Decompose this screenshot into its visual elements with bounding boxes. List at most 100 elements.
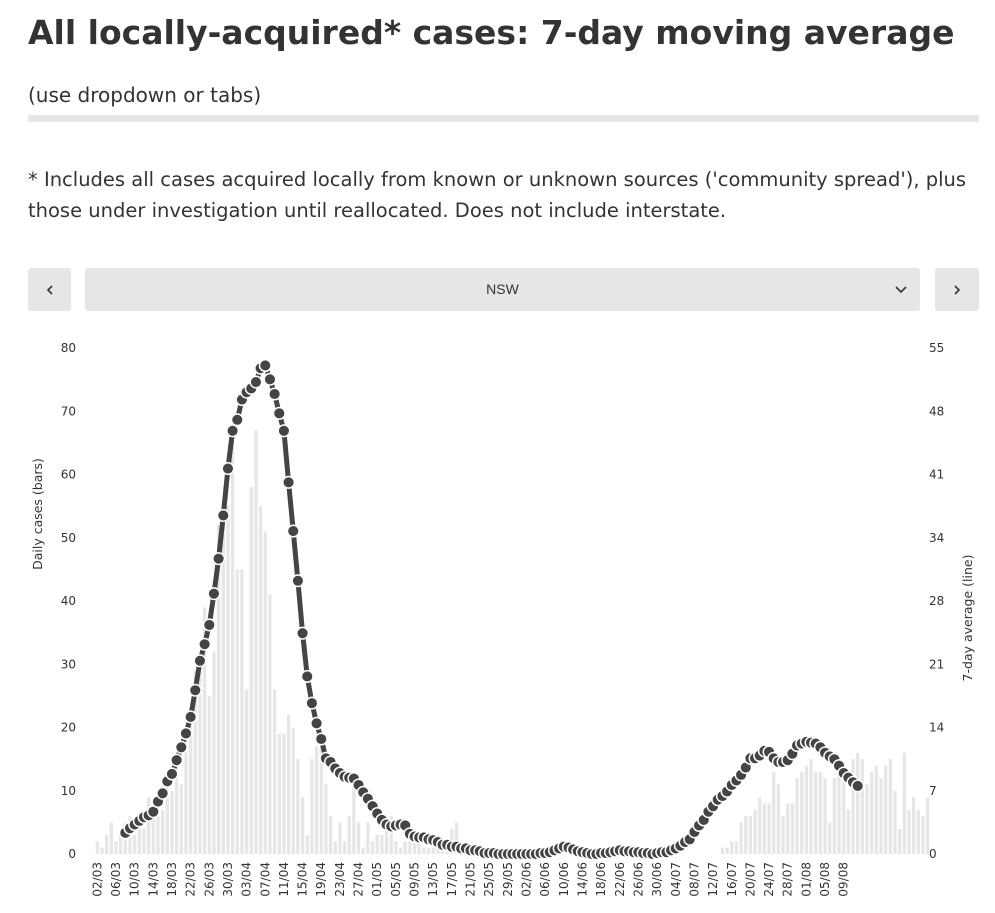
x-axis-tick-label: 10/03 (128, 862, 142, 897)
moving-average-point[interactable] (277, 424, 291, 438)
daily-cases-bar (767, 803, 771, 854)
daily-cases-bar (147, 797, 151, 854)
moving-average-point[interactable] (249, 375, 263, 389)
daily-cases-bar (272, 689, 277, 854)
daily-cases-bar (212, 651, 216, 854)
daily-cases-bar (361, 847, 365, 854)
daily-cases-bar (165, 797, 169, 854)
daily-cases-bar (240, 569, 244, 855)
chart-title-hint: (use dropdown or tabs) (28, 83, 262, 107)
left-axis-tick-label: 70 (61, 404, 76, 418)
region-select[interactable]: NSW (85, 268, 920, 311)
daily-cases-bar (898, 828, 902, 854)
moving-average-points (118, 358, 865, 861)
moving-average-line (123, 362, 860, 857)
daily-cases-bar (837, 771, 841, 854)
moving-average-point[interactable] (221, 461, 235, 476)
x-axis-tick-label: 09/05 (408, 862, 422, 897)
moving-average-point[interactable] (156, 786, 170, 800)
daily-cases-bar (753, 809, 757, 854)
moving-average-point[interactable] (188, 683, 202, 697)
moving-average-point[interactable] (851, 779, 865, 793)
daily-cases-bar (879, 778, 883, 854)
daily-cases-bar (828, 822, 832, 855)
daily-cases-bars (95, 423, 930, 855)
x-axis-tick-label: 30/03 (221, 862, 235, 897)
x-axis-tick-label: 15/04 (296, 862, 310, 897)
daily-cases-bar (324, 784, 328, 854)
moving-average-point[interactable] (291, 574, 305, 588)
moving-average-point[interactable] (198, 637, 212, 651)
left-axis-tick-label: 50 (61, 531, 76, 545)
daily-cases-bar (226, 506, 230, 855)
x-axis-tick-label: 24/07 (762, 862, 776, 897)
daily-cases-bar (291, 727, 295, 854)
moving-average-point[interactable] (282, 475, 296, 489)
daily-cases-bar (109, 822, 113, 855)
daily-cases-bar (366, 822, 370, 855)
right-axis-tick-label: 7 (929, 784, 937, 798)
moving-average-point[interactable] (305, 696, 319, 710)
moving-average-point[interactable] (296, 626, 310, 640)
daily-cases-bar (156, 816, 160, 854)
daily-cases-bar (151, 809, 155, 854)
moving-average-point[interactable] (212, 552, 226, 566)
daily-cases-bar (230, 423, 235, 854)
right-axis-tick-label: 0 (929, 847, 937, 861)
x-axis-tick-label: 12/07 (706, 862, 720, 897)
right-axis-tick-label: 21 (929, 657, 944, 671)
daily-cases-bar (818, 771, 822, 854)
x-axis-tick-label: 22/06 (613, 862, 627, 897)
moving-average-point[interactable] (216, 508, 230, 522)
daily-cases-bar (884, 765, 888, 854)
daily-cases-bar (846, 809, 850, 854)
daily-cases-bar (333, 841, 337, 854)
moving-average-point[interactable] (170, 753, 184, 767)
daily-cases-bar (865, 784, 869, 854)
next-region-button[interactable] (935, 268, 979, 311)
daily-cases-bar (776, 784, 781, 854)
moving-average-point[interactable] (207, 587, 221, 601)
left-axis-tick-label: 80 (61, 341, 76, 355)
daily-cases-bar (926, 797, 930, 854)
moving-average-point[interactable] (268, 387, 282, 401)
daily-cases-bar (314, 746, 319, 854)
x-axis-tick-label: 26/06 (631, 862, 645, 897)
moving-average-point[interactable] (165, 767, 179, 781)
left-axis-tick-label: 10 (61, 784, 76, 798)
moving-average-point[interactable] (202, 618, 216, 632)
daily-cases-bar (809, 759, 813, 855)
moving-average-point[interactable] (179, 726, 193, 741)
daily-cases-bar (258, 506, 263, 855)
daily-cases-bar (198, 657, 202, 854)
moving-average-point[interactable] (300, 669, 314, 683)
daily-cases-bar (221, 499, 225, 854)
daily-cases-bar (389, 816, 393, 854)
daily-cases-bar (254, 430, 258, 854)
moving-average-point[interactable] (226, 424, 240, 438)
moving-average-point[interactable] (258, 358, 272, 373)
daily-cases-bar (286, 714, 291, 854)
previous-region-button[interactable] (28, 268, 71, 311)
moving-average-point[interactable] (193, 654, 207, 668)
right-axis-tick-label: 14 (929, 721, 944, 735)
left-axis-title: Daily cases (bars) (30, 458, 45, 570)
moving-average-point[interactable] (286, 524, 300, 538)
daily-cases-bar (856, 752, 860, 854)
daily-cases-bar (310, 759, 314, 855)
daily-cases-bar (216, 525, 221, 854)
daily-cases-bar (893, 790, 897, 854)
moving-average-point[interactable] (314, 732, 328, 746)
moving-average-point[interactable] (272, 406, 286, 420)
moving-average-point[interactable] (230, 413, 244, 427)
region-select-value: NSW (486, 281, 519, 297)
moving-average-point[interactable] (184, 710, 198, 724)
daily-cases-bar (161, 809, 165, 854)
x-axis-tick-label: 19/04 (314, 862, 328, 897)
moving-average-point[interactable] (174, 740, 188, 754)
daily-cases-bar (249, 487, 253, 854)
daily-cases-bar (870, 771, 874, 854)
x-axis-ticks: 02/03 06/03 10/03 14/03 18/03 22/03 26/03 30/03… (90, 862, 850, 897)
moving-average-point[interactable] (310, 716, 324, 730)
moving-average-point[interactable] (263, 372, 277, 386)
